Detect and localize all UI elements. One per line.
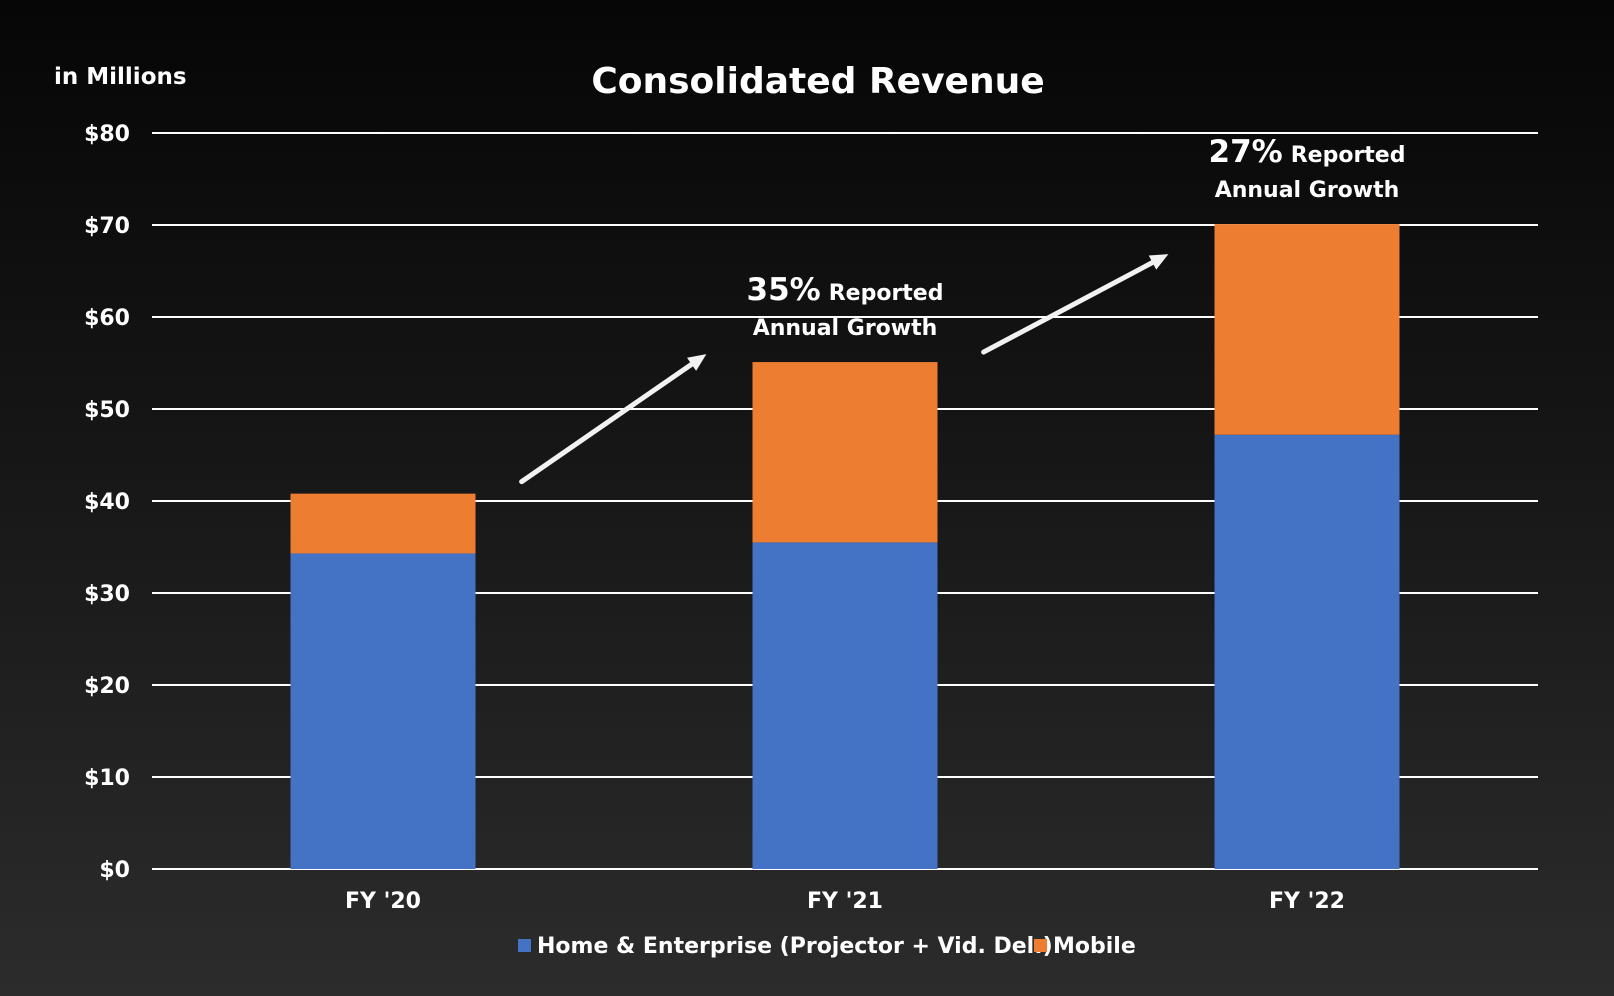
bar-home-enterprise — [1214, 434, 1400, 869]
y-tick-label: $70 — [84, 214, 130, 239]
growth-annotation-title: 27% Reported — [1209, 134, 1406, 170]
growth-annotations: 35% Reported Annual Growth 27% Reported Annua… — [519, 134, 1406, 485]
y-tick-label: $0 — [99, 858, 130, 883]
legend-swatch — [1034, 939, 1047, 952]
bar-home-enterprise — [752, 542, 938, 869]
y-tick-label: $80 — [84, 122, 130, 147]
y-tick-label: $20 — [84, 674, 130, 699]
legend-label: Home & Enterprise (Projector + Vid. Del.… — [537, 934, 1053, 959]
legend-label: Mobile — [1053, 934, 1136, 959]
legend: Home & Enterprise (Projector + Vid. Del.… — [518, 934, 1136, 959]
growth-percent: 35% — [747, 272, 821, 308]
growth-sublabel: Annual Growth — [753, 316, 938, 341]
y-tick-label: $50 — [84, 398, 130, 423]
x-tick-label: FY '20 — [345, 889, 421, 914]
y-tick-label: $60 — [84, 306, 130, 331]
growth-percent: 27% — [1209, 134, 1283, 170]
growth-annotation-title: 35% Reported — [747, 272, 944, 308]
legend-swatch — [518, 939, 531, 952]
y-axis: $0 $10 $20 $30 $40 $50 $60 $70 $80 — [84, 122, 130, 883]
y-tick-label: $40 — [84, 490, 130, 515]
bars — [290, 224, 1400, 869]
x-tick-label: FY '22 — [1269, 889, 1345, 914]
growth-sublabel: Annual Growth — [1215, 178, 1400, 203]
bar-mobile — [1214, 224, 1400, 435]
growth-label: Reported — [829, 281, 944, 306]
unit-label: in Millions — [54, 64, 187, 90]
bar-mobile — [290, 493, 476, 554]
x-tick-label: FY '21 — [807, 889, 883, 914]
bar-home-enterprise — [290, 553, 476, 869]
chart-title: Consolidated Revenue — [591, 61, 1044, 102]
x-axis: FY '20 FY '21 FY '22 — [345, 889, 1345, 914]
growth-arrow-icon — [981, 254, 1169, 355]
y-tick-label: $30 — [84, 582, 130, 607]
growth-label: Reported — [1291, 143, 1406, 168]
growth-arrow-icon — [519, 354, 707, 485]
y-tick-label: $10 — [84, 766, 130, 791]
bar-mobile — [752, 362, 938, 543]
